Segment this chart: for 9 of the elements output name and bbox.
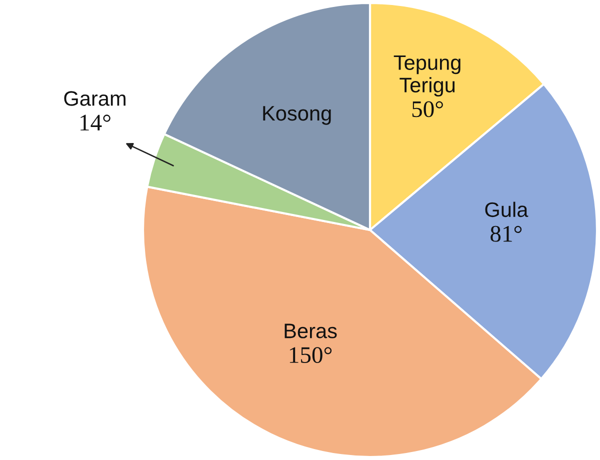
data-label: 14°: [80, 114, 110, 130]
slice-label: Beras: [284, 324, 337, 338]
slice-label: Kosong: [263, 106, 331, 125]
slice-label: Tepung Terigu: [394, 55, 460, 97]
slice-label: Garam: [64, 91, 126, 106]
slice-label: Gula: [485, 202, 528, 218]
data-label: 150°: [290, 347, 332, 364]
data-label: 50°: [412, 101, 443, 118]
data-label: 81°: [490, 226, 522, 242]
